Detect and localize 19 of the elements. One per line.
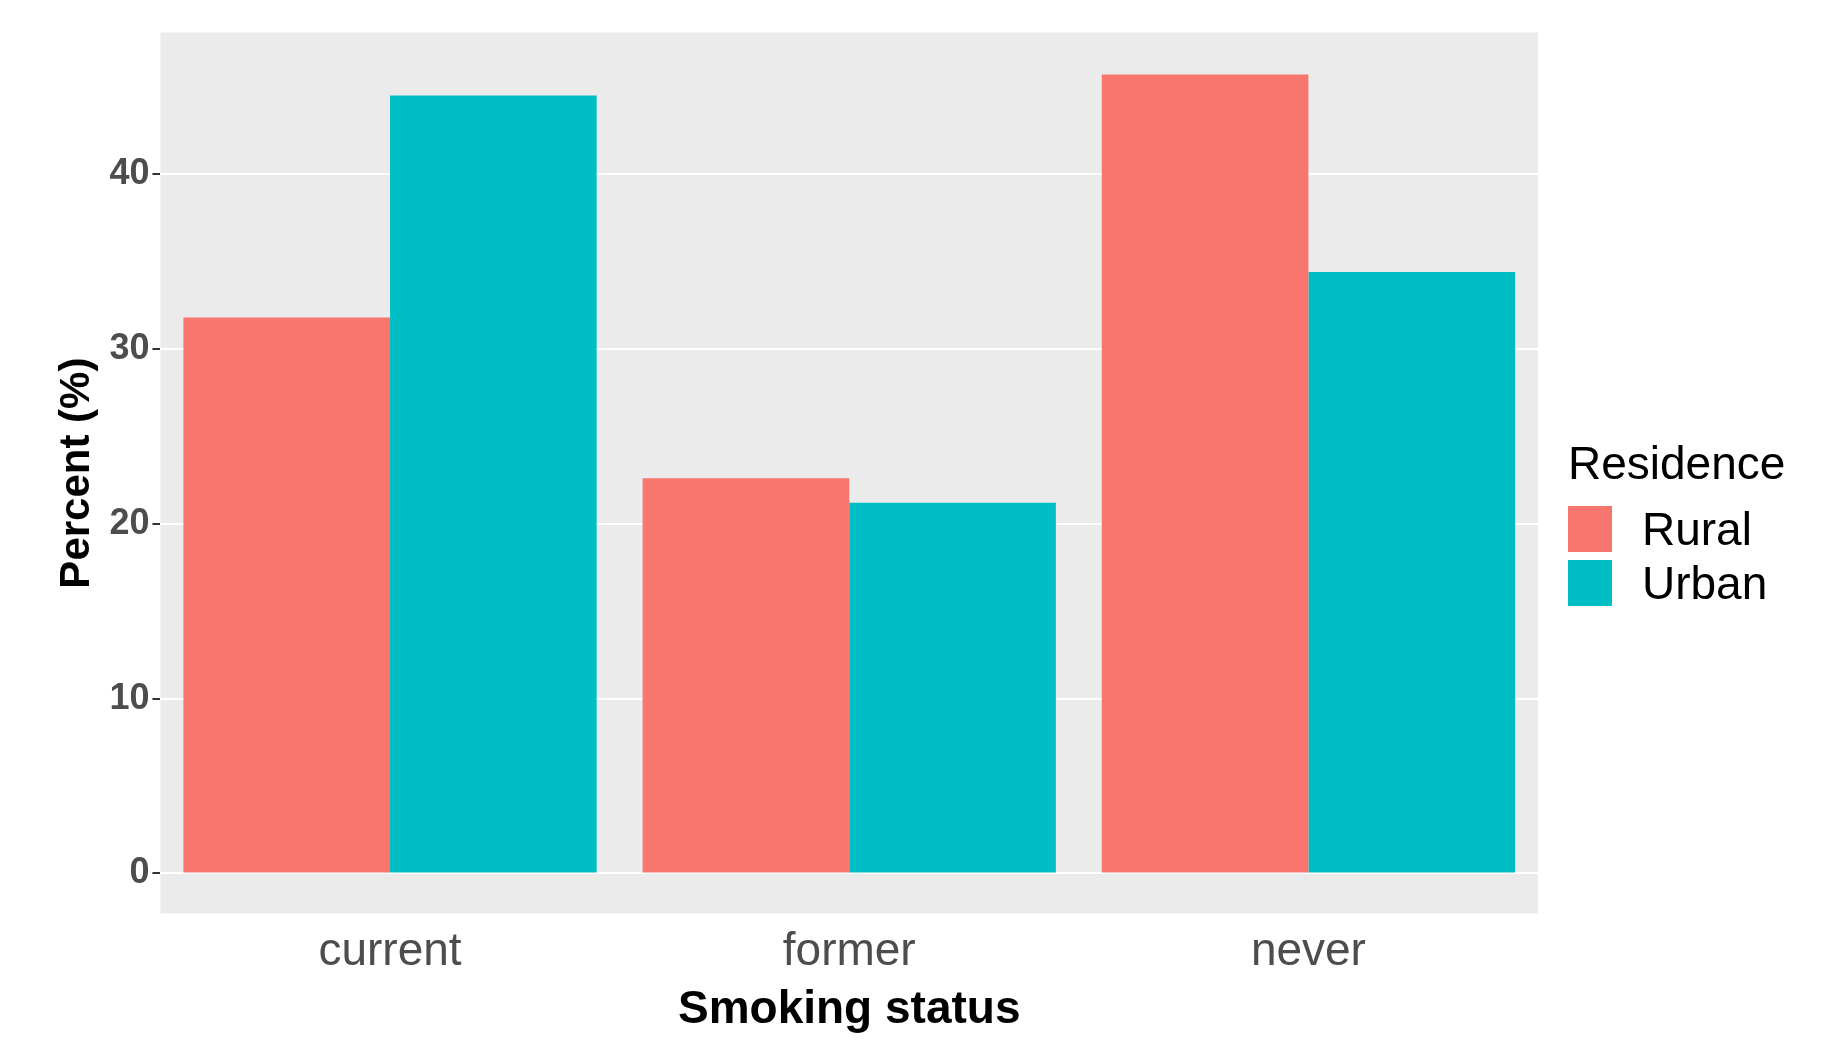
y-tick-label: 30 bbox=[109, 325, 150, 367]
bar bbox=[1308, 272, 1516, 873]
y-tick-label: 20 bbox=[109, 500, 150, 542]
x-axis-title: Smoking status bbox=[677, 981, 1021, 1034]
bar bbox=[183, 317, 391, 873]
legend-title: Residence bbox=[1568, 436, 1786, 490]
legend-label: Rural bbox=[1642, 502, 1752, 556]
y-tick-label: 40 bbox=[109, 151, 150, 193]
bar bbox=[642, 478, 850, 873]
bar bbox=[849, 502, 1056, 873]
x-tick-label: former bbox=[782, 922, 916, 975]
y-tick-label: 0 bbox=[129, 850, 150, 892]
legend-label: Urban bbox=[1642, 556, 1768, 610]
x-tick-label: never bbox=[1250, 922, 1366, 975]
y-axis-title: Percent (%) bbox=[50, 357, 98, 589]
bar bbox=[1101, 74, 1309, 873]
x-tick-label: current bbox=[318, 922, 462, 975]
bar bbox=[390, 95, 597, 873]
y-tick-label: 10 bbox=[109, 675, 150, 717]
